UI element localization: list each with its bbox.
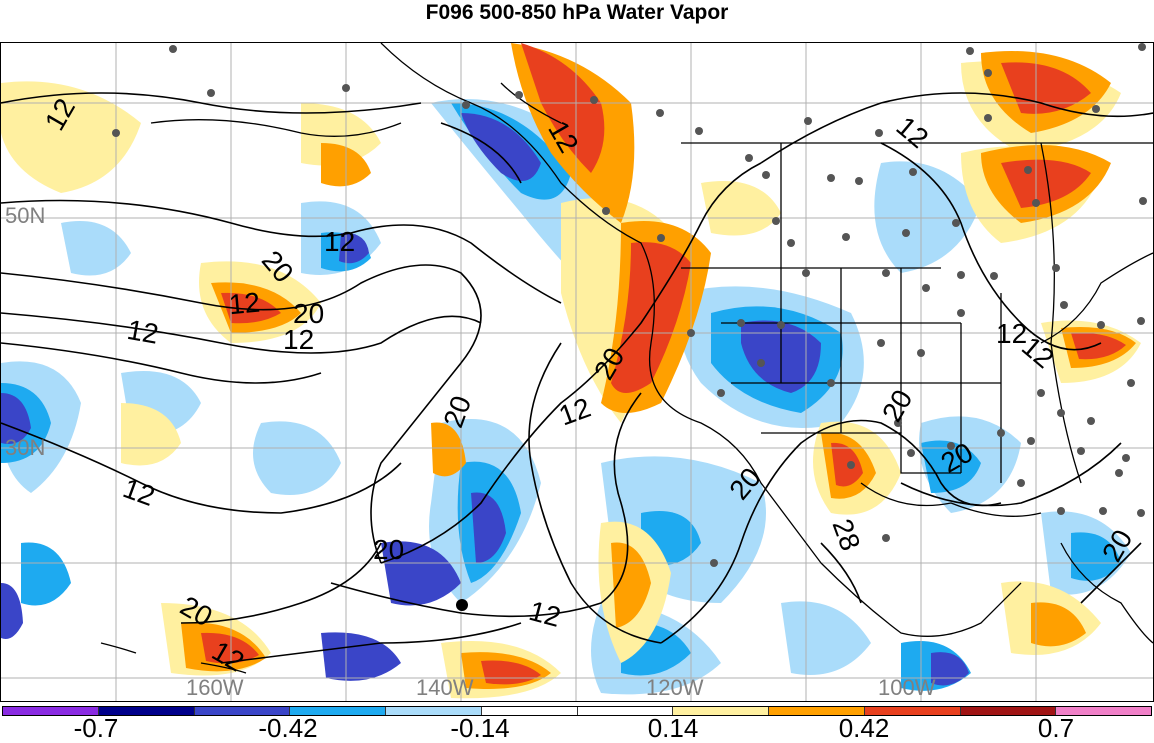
colorbar-segment [960,707,1057,715]
lat-label-50n: 50N [5,203,45,228]
contour-label: 28 [826,515,866,555]
contour-label: 12 [125,314,161,350]
coastlines [100,43,1153,674]
colorbar-segment [386,707,482,715]
contour-label: 20 [293,298,324,329]
colorbar-tick-label: -0.42 [258,713,318,743]
colorbar-segment [864,707,961,715]
colorbar-segment [1056,707,1151,715]
colorbar-tick-label: -0.7 [73,713,119,743]
colorbar-segment [98,707,195,715]
water-vapor-map: 12 12 12 12 20 20 12 12 20 20 12 12 20 2… [0,42,1154,702]
lon-label-120w: 120W [646,675,704,700]
lon-label-140w: 140W [416,675,474,700]
anomaly-shading [1,43,1141,699]
colorbar-segment [577,707,674,715]
colorbar-tick-label: 0.42 [838,713,890,743]
colorbar-labels: -0.7 -0.42 -0.14 0.14 0.42 0.7 [0,714,1154,742]
colorbar-segment [673,707,769,715]
contour-label: 12 [119,472,159,512]
colorbar-tick-label: 0.14 [647,713,699,743]
contour-label: 12 [996,318,1027,349]
colorbar-tick-label: -0.14 [450,713,510,743]
lon-label-100w: 100W [878,675,936,700]
colorbar-segment [194,707,291,715]
lat-label-30n: 30N [5,435,45,460]
station-dots [112,43,1147,567]
contour-label: 12 [555,392,595,432]
station-marker [456,599,468,611]
colorbar-segment [290,707,386,715]
colorbar-tick-label: 0.7 [1037,713,1075,743]
axis-labels: 50N 30N 160W 140W 120W 100W [5,203,936,700]
contour-label: 12 [891,110,935,154]
map-title: F096 500-850 hPa Water Vapor [425,1,729,24]
colorbar-segment [3,707,99,715]
contour-label: 20 [876,384,918,426]
contour-label: 20 [373,534,404,565]
contour-label: 12 [283,324,314,355]
vapor-contours [1,92,1153,664]
contour-label: 12 [228,287,262,321]
colorbar-segment [769,707,865,715]
colorbar [2,706,1152,716]
colorbar-segment [481,707,578,715]
contour-label: 12 [324,226,355,257]
contour-label: 12 [526,595,564,633]
lon-label-160w: 160W [186,675,244,700]
